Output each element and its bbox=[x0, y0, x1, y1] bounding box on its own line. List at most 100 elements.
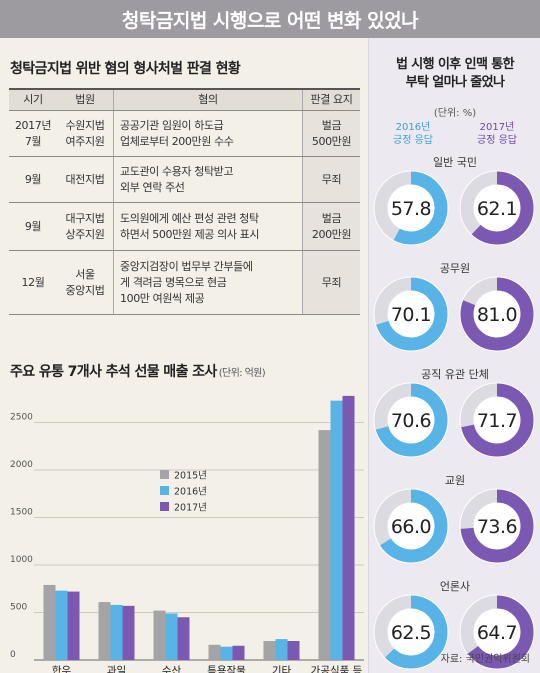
donut-arc bbox=[460, 171, 534, 245]
bar bbox=[177, 617, 190, 660]
left-panel: 청탁금지법 위반 혐의 형사처벌 판결 현황 시기 법원 혐의 판결 요지 20… bbox=[0, 38, 368, 673]
source-note: 자료: 국민권익위원회 bbox=[440, 654, 530, 665]
table-header-row: 시기 법원 혐의 판결 요지 bbox=[9, 88, 360, 111]
donut-arc bbox=[374, 489, 448, 563]
x-tick-label: 과일 bbox=[107, 664, 126, 673]
cell-date: 9월 bbox=[24, 219, 42, 233]
cell-ruling: 벌금 500만원 bbox=[303, 111, 360, 156]
bar bbox=[208, 644, 221, 660]
cell-charge: 중앙지검장이 법무부 간부들에 게 격려금 명목으로 현금 100만 여원씩 제… bbox=[113, 251, 303, 314]
cell-date: 2017년 7월 bbox=[14, 118, 52, 148]
y-tick-label: 500 bbox=[10, 603, 27, 613]
legend-label: 2016년 bbox=[174, 487, 207, 498]
donut-value: 57.8 bbox=[391, 198, 431, 220]
page-header: 청탁금지법 시행으로 어떤 변화 있었나 bbox=[0, 0, 540, 38]
donut-arc bbox=[374, 171, 448, 245]
table-row: 9월 대전지법 교도관이 수용자 청탁받고 외부 연락 주선 무죄 bbox=[9, 157, 360, 203]
bar bbox=[342, 395, 355, 660]
bar bbox=[275, 639, 288, 660]
cell-court: 수원지법 여주지원 bbox=[65, 118, 105, 148]
donut-arc bbox=[374, 595, 448, 669]
y-tick-label: 0 bbox=[10, 650, 16, 660]
x-tick-label: 특용작물 bbox=[207, 665, 246, 673]
donut-value: 70.6 bbox=[391, 410, 431, 432]
bar-chart-title-text: 주요 유통 7개사 추석 선물 매출 조사 bbox=[10, 364, 217, 380]
column-header-date: 시기 bbox=[23, 93, 43, 106]
legend-swatch bbox=[160, 502, 169, 511]
bar bbox=[330, 400, 343, 660]
donut-arc bbox=[460, 489, 534, 563]
bar bbox=[153, 610, 166, 660]
donut-value: 62.1 bbox=[477, 198, 517, 220]
donut-chart-unit: (단위: %) bbox=[433, 108, 477, 119]
bar bbox=[165, 613, 178, 660]
cases-table: 시기 법원 혐의 판결 요지 2017년 7월 수원지법 여주지원 공공기관 임… bbox=[9, 88, 360, 315]
cell-court: 대전지법 bbox=[65, 172, 105, 186]
table-row: 9월 대구지법 상주지원 도의원에게 예산 편성 관련 청탁 하면서 500만원… bbox=[9, 203, 360, 251]
y-tick-label: 2000 bbox=[10, 460, 33, 470]
donut-value: 73.6 bbox=[477, 516, 517, 538]
column-header-charge: 혐의 bbox=[113, 90, 303, 110]
cell-ruling: 무죄 bbox=[303, 157, 360, 202]
table-row: 12월 서울 중앙지법 중앙지검장이 법무부 간부들에 게 격려금 명목으로 현… bbox=[9, 251, 360, 315]
donut-arc bbox=[374, 383, 448, 457]
bar bbox=[232, 645, 245, 660]
right-panel: 일반 국민 57.8 62.1 공무원 70.1 81.0 공직 유관 단체 70.6 71.7… bbox=[368, 38, 540, 673]
group-label: 공무원 bbox=[440, 262, 470, 275]
table-title: 청탁금지법 위반 혐의 형사처벌 판결 현황 bbox=[10, 61, 241, 77]
x-tick-label: 기타 bbox=[272, 665, 292, 673]
group-label: 공직 유관 단체 bbox=[421, 368, 489, 381]
bar bbox=[98, 602, 111, 660]
group-label: 교원 bbox=[445, 474, 465, 487]
donut-value: 81.0 bbox=[477, 304, 517, 326]
legend-swatch bbox=[160, 470, 169, 479]
cell-ruling: 벌금 200만원 bbox=[303, 203, 360, 250]
bar bbox=[263, 641, 276, 660]
donut-value: 62.5 bbox=[391, 622, 431, 644]
legend-2016: 2016년 긍정 응답 bbox=[393, 122, 433, 146]
cell-court: 서울 중앙지법 bbox=[65, 267, 105, 297]
cell-date: 9월 bbox=[24, 172, 42, 186]
donut-chart: 일반 국민 57.8 62.1 공무원 70.1 81.0 공직 유관 단체 70.6 71.7… bbox=[373, 155, 535, 670]
donut-arc bbox=[460, 595, 534, 669]
bar-chart-title: 주요 유통 7개사 추석 선물 매출 조사 (단위: 억원) bbox=[10, 361, 266, 381]
legend-swatch bbox=[160, 486, 169, 495]
cell-charge: 공공기관 임원이 하도급 업체로부터 200만원 수수 bbox=[113, 111, 303, 156]
donut-arc bbox=[374, 277, 448, 351]
bar bbox=[122, 605, 135, 660]
bar-chart-section: 주요 유통 7개사 추석 선물 매출 조사 (단위: 억원) 0 500 1000 15… bbox=[0, 358, 368, 673]
bar bbox=[110, 604, 123, 660]
column-header-court: 법원 bbox=[75, 93, 95, 106]
y-tick-label: 1500 bbox=[10, 508, 33, 518]
y-tick-label: 2500 bbox=[10, 413, 33, 423]
donut-value: 71.7 bbox=[477, 410, 517, 432]
cell-charge: 교도관이 수용자 청탁받고 외부 연락 주선 bbox=[113, 157, 303, 202]
bar bbox=[220, 646, 233, 660]
donut-chart-title: 법 시행 이후 인맥 통한 부탁 얼마나 줄었나 bbox=[396, 57, 515, 90]
bar bbox=[318, 430, 331, 660]
bar-chart: 05001000150020002500한우과일수산특용작물기타농·축산가공식품… bbox=[10, 395, 364, 673]
x-tick-label: 수산 bbox=[162, 665, 182, 673]
bar bbox=[67, 591, 80, 660]
legend-2017: 2017년 긍정 응답 bbox=[477, 122, 517, 146]
x-tick-label: 한우 bbox=[52, 665, 72, 673]
legend-label: 2017년 bbox=[174, 503, 207, 514]
bar bbox=[43, 584, 56, 660]
donut-arc bbox=[460, 383, 534, 457]
table-row: 2017년 7월 수원지법 여주지원 공공기관 임원이 하도급 업체로부터 20… bbox=[9, 111, 360, 157]
cell-court: 대구지법 상주지원 bbox=[65, 211, 105, 241]
x-tick-label: 가공식품 등 bbox=[311, 665, 363, 673]
legend-label: 2015년 bbox=[174, 471, 207, 482]
page-title: 청탁금지법 시행으로 어떤 변화 있었나 bbox=[121, 9, 419, 32]
bar bbox=[287, 641, 300, 660]
cell-date: 12월 bbox=[21, 275, 45, 289]
group-label: 언론사 bbox=[440, 580, 470, 593]
bar bbox=[55, 590, 68, 660]
cell-ruling: 무죄 bbox=[303, 251, 360, 314]
group-label: 일반 국민 bbox=[433, 155, 477, 169]
donut-value: 70.1 bbox=[391, 304, 431, 326]
donut-value: 66.0 bbox=[391, 516, 431, 538]
column-header-ruling: 판결 요지 bbox=[303, 90, 360, 110]
donut-value: 64.7 bbox=[477, 622, 517, 644]
donut-arc bbox=[460, 277, 534, 351]
